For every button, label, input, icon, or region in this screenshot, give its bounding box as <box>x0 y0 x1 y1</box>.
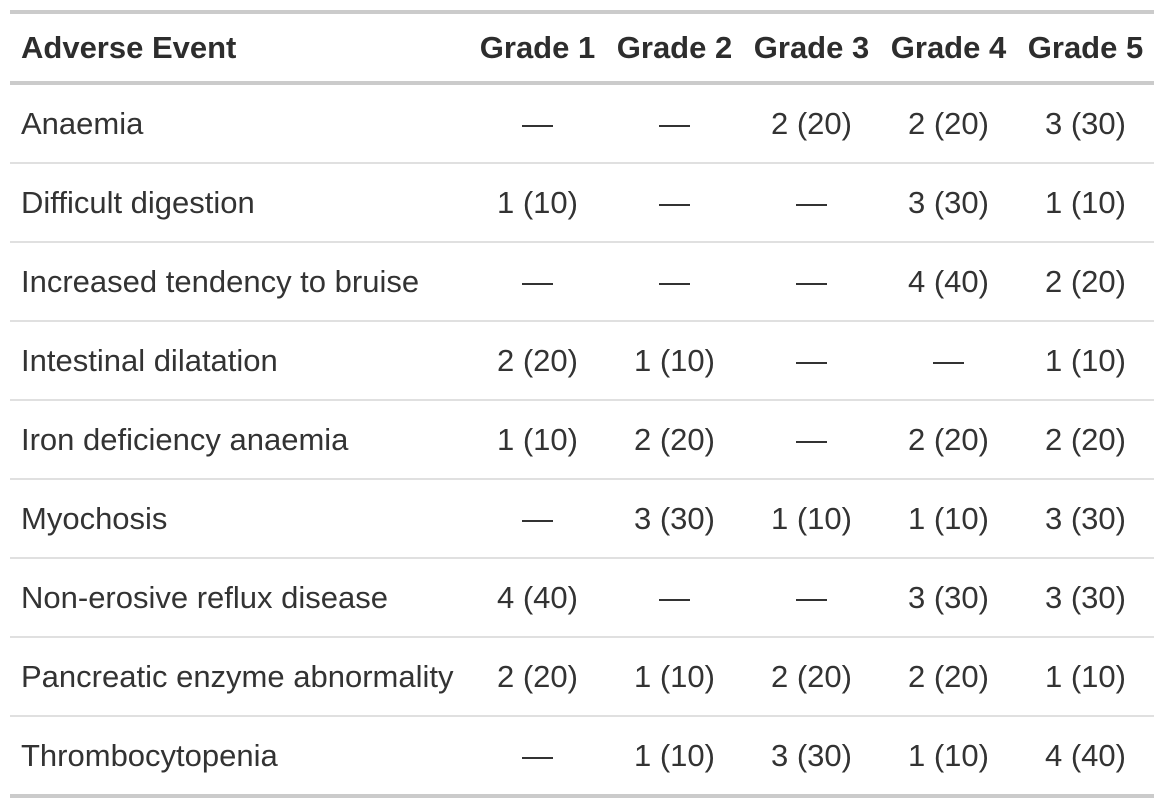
table-row: Anaemia — — 2 (20) 2 (20) 3 (30) <box>10 83 1154 163</box>
grade-1-value: 2 (20) <box>469 636 606 716</box>
grade-3-value: 2 (20) <box>743 636 880 716</box>
column-header-grade-1: Grade 1 <box>469 12 606 85</box>
grade-1-value: — <box>469 241 606 321</box>
grade-1-value: — <box>469 715 606 796</box>
grade-3-value: — <box>743 557 880 637</box>
adverse-event-name: Non-erosive reflux disease <box>10 557 469 637</box>
grade-5-value: 3 (30) <box>1045 105 1126 141</box>
grade-3-value: — <box>743 399 880 479</box>
grade-4-value: 2 (20) <box>908 105 989 141</box>
table-row: Difficult digestion 1 (10) — — 3 (30) 1 … <box>10 162 1154 242</box>
grade-5-value: 2 (20) <box>1017 241 1154 321</box>
grade-5-value: 1 (10) <box>1017 320 1154 400</box>
column-header-grade-5: Grade 5 <box>1017 12 1154 85</box>
table-header: Adverse Event Grade 1 Grade 2 Grade 3 Gr… <box>10 12 1154 85</box>
column-header-grade-4: Grade 4 <box>880 12 1017 85</box>
grade-3-value: — <box>743 162 880 242</box>
grade-5-value: 3 (30) <box>1017 478 1154 558</box>
table-row: Increased tendency to bruise — — — 4 (40… <box>10 241 1154 321</box>
grade-2-value: 3 (30) <box>606 478 743 558</box>
grade-5-value: 2 (20) <box>1017 399 1154 479</box>
column-header-grade-2: Grade 2 <box>606 12 743 85</box>
grade-3-value: 3 (30) <box>743 715 880 796</box>
header-row: Adverse Event Grade 1 Grade 2 Grade 3 Gr… <box>10 12 1154 85</box>
adverse-event-name: Increased tendency to bruise <box>10 241 469 321</box>
grade-4-value: 2 (20) <box>880 636 1017 716</box>
grade-4-value: 4 (40) <box>880 241 1017 321</box>
grade-5-value: 3 (30) <box>1017 557 1154 637</box>
column-header-grade-3: Grade 3 <box>743 12 880 85</box>
table-row: Non-erosive reflux disease 4 (40) — — 3 … <box>10 557 1154 637</box>
grade-2-value: — <box>606 557 743 637</box>
grade-3-value: — <box>743 241 880 321</box>
table-row: Intestinal dilatation 2 (20) 1 (10) — — … <box>10 320 1154 400</box>
grade-2-value: — <box>606 162 743 242</box>
adverse-events-table: Adverse Event Grade 1 Grade 2 Grade 3 Gr… <box>10 10 1154 798</box>
grade-5-value: 4 (40) <box>1017 715 1154 796</box>
grade-4-value: 3 (30) <box>880 557 1017 637</box>
grade-3-value: — <box>743 320 880 400</box>
grade-2-value: 1 (10) <box>606 636 743 716</box>
adverse-event-name: Thrombocytopenia <box>10 715 469 796</box>
grade-5-value: 1 (10) <box>1017 636 1154 716</box>
adverse-event-name: Anaemia <box>21 105 144 141</box>
grade-2-value: — <box>606 241 743 321</box>
grade-5-value: 1 (10) <box>1017 162 1154 242</box>
adverse-event-name: Myochosis <box>10 478 469 558</box>
adverse-event-name: Difficult digestion <box>10 162 469 242</box>
grade-4-value: — <box>880 320 1017 400</box>
grade-2-value: 1 (10) <box>606 320 743 400</box>
table-row: Pancreatic enzyme abnormality 2 (20) 1 (… <box>10 636 1154 716</box>
adverse-event-name: Intestinal dilatation <box>10 320 469 400</box>
grade-2-value: 1 (10) <box>606 715 743 796</box>
column-header-adverse-event: Adverse Event <box>10 12 469 85</box>
table-body: Anaemia — — 2 (20) 2 (20) 3 (30) Difficu… <box>10 83 1154 796</box>
grade-4-value: 1 (10) <box>880 715 1017 796</box>
grade-1-value: 1 (10) <box>469 162 606 242</box>
adverse-event-name: Iron deficiency anaemia <box>10 399 469 479</box>
grade-2-value: 2 (20) <box>606 399 743 479</box>
grade-1-value: 2 (20) <box>469 320 606 400</box>
table-row: Iron deficiency anaemia 1 (10) 2 (20) — … <box>10 399 1154 479</box>
grade-3-value: 1 (10) <box>743 478 880 558</box>
grade-1-value: 4 (40) <box>469 557 606 637</box>
adverse-event-name: Pancreatic enzyme abnormality <box>10 636 469 716</box>
grade-4-value: 2 (20) <box>880 399 1017 479</box>
grade-1-value: — <box>522 105 553 141</box>
grade-1-value: — <box>469 478 606 558</box>
table-row: Myochosis — 3 (30) 1 (10) 1 (10) 3 (30) <box>10 478 1154 558</box>
grade-3-value: 2 (20) <box>771 105 852 141</box>
grade-2-value: — <box>659 105 690 141</box>
grade-1-value: 1 (10) <box>469 399 606 479</box>
grade-4-value: 1 (10) <box>880 478 1017 558</box>
grade-4-value: 3 (30) <box>880 162 1017 242</box>
table-row: Thrombocytopenia — 1 (10) 3 (30) 1 (10) … <box>10 715 1154 796</box>
